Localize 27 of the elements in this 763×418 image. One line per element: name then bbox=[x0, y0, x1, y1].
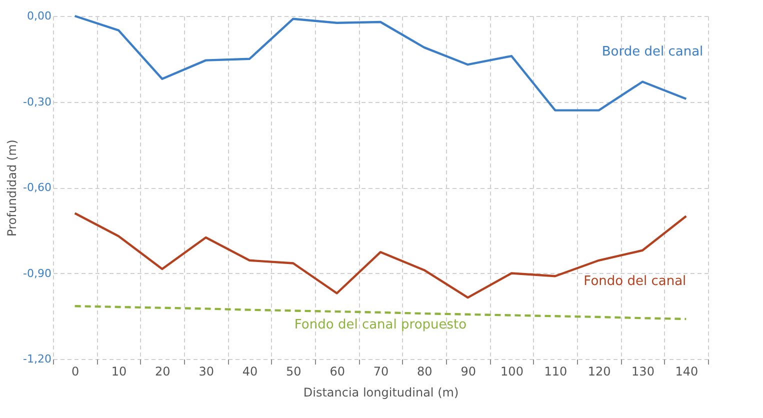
y-tick-label: -0,90 bbox=[23, 266, 52, 280]
x-tick-label: 30 bbox=[198, 364, 214, 378]
y-tick-label: -0,30 bbox=[23, 95, 52, 108]
x-axis-title: Distancia longitudinal (m) bbox=[303, 386, 459, 400]
x-tick-label: 140 bbox=[675, 364, 698, 378]
x-tick-label: 40 bbox=[242, 364, 258, 378]
x-tick-label: 0 bbox=[72, 364, 80, 378]
x-tick-label: 20 bbox=[155, 364, 170, 378]
y-axis-title: Profundidad (m) bbox=[5, 140, 20, 236]
y-tick-label: -0,60 bbox=[23, 181, 52, 194]
x-tick-label: 120 bbox=[588, 364, 611, 378]
y-tick-label: 0,00 bbox=[27, 10, 52, 22]
x-tick-label: 100 bbox=[500, 364, 524, 378]
line-series bbox=[74, 305, 688, 320]
x-tick-label: 60 bbox=[330, 364, 345, 378]
x-tick-label: 130 bbox=[632, 364, 654, 378]
text: Borde del canal bbox=[602, 44, 704, 60]
x-tick-label: 70 bbox=[373, 364, 389, 378]
x-tick-label: 110 bbox=[544, 364, 568, 378]
x-tick-label: 80 bbox=[417, 364, 432, 378]
x-tick-label: 50 bbox=[286, 364, 302, 378]
y-tick-label: -1,20 bbox=[23, 352, 52, 366]
x-tick-label: 90 bbox=[460, 364, 476, 378]
series-label: Fondo del canal propuesto bbox=[294, 317, 467, 332]
x-tick-label: 10 bbox=[111, 364, 127, 378]
series-label: Fondo del canal bbox=[584, 274, 686, 290]
line-series bbox=[74, 212, 688, 299]
